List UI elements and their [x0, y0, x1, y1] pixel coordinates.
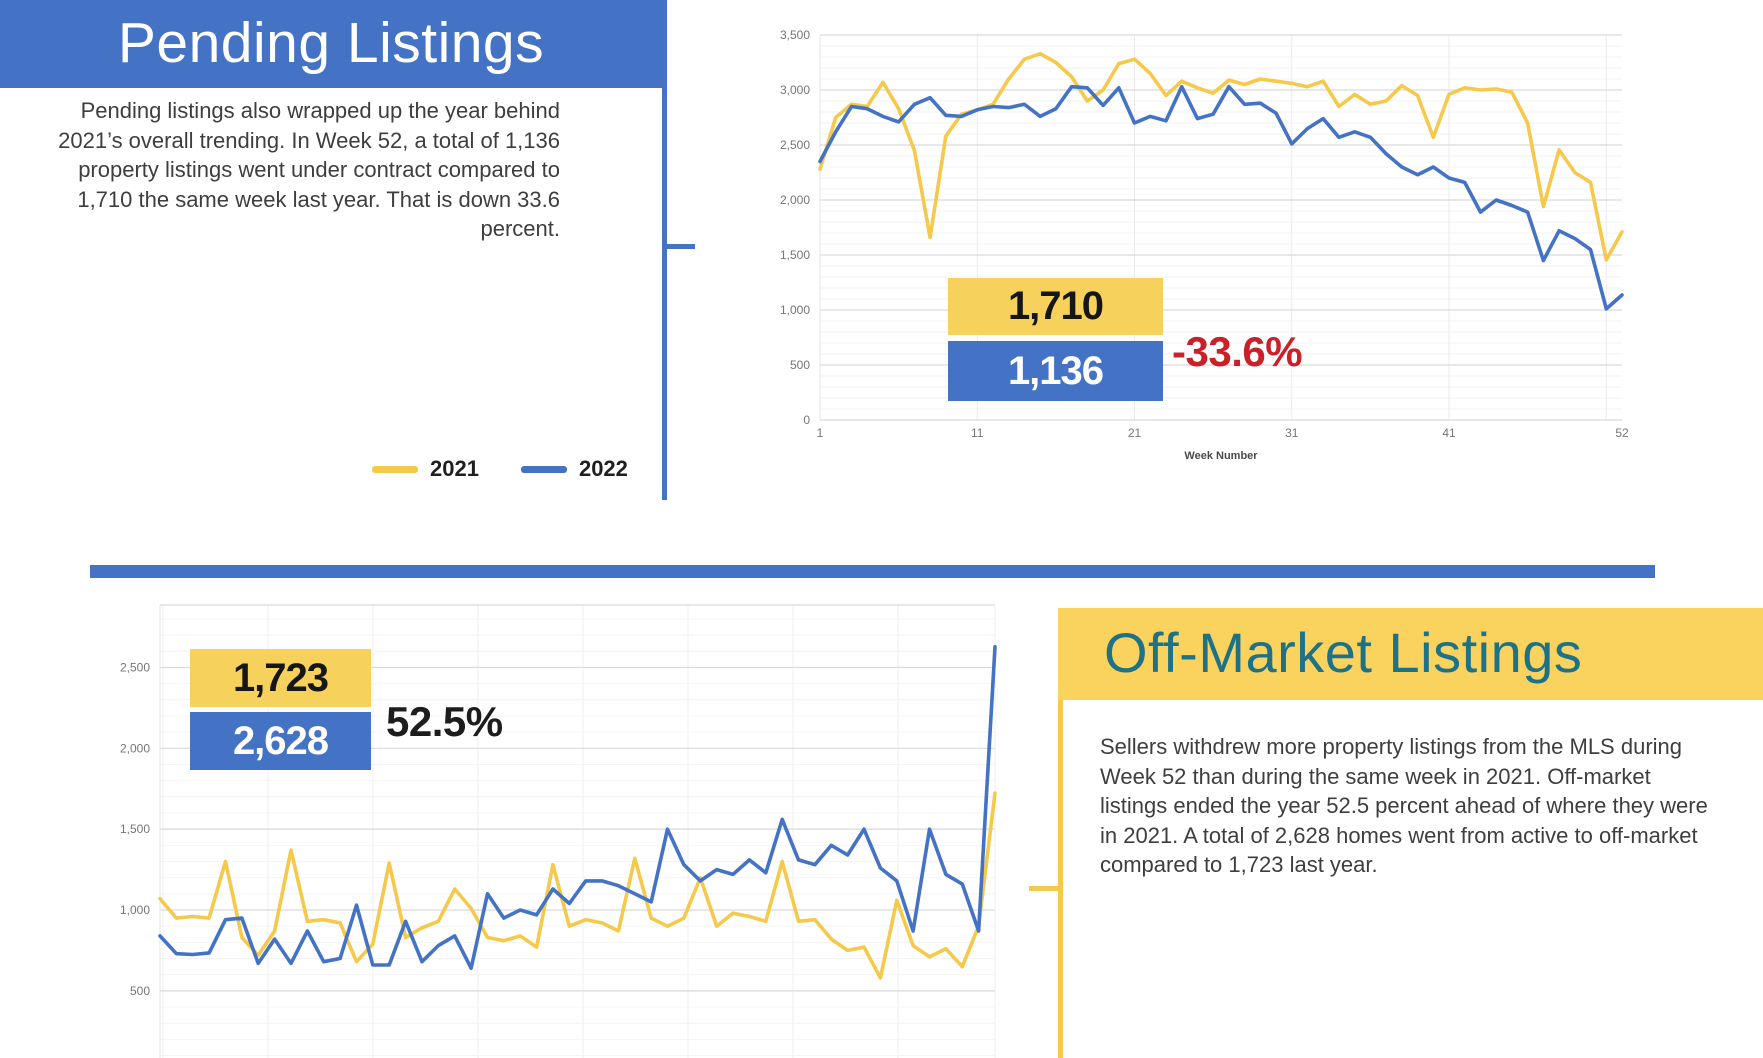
svg-text:52: 52: [1615, 426, 1629, 440]
pending-paragraph: Pending listings also wrapped up the yea…: [58, 98, 560, 241]
svg-text:500: 500: [790, 358, 810, 372]
pending-connector-vline: [662, 0, 667, 500]
offmarket-connector-tick: [1029, 886, 1058, 891]
offmarket-callout-2021-value: 1,723: [232, 655, 329, 700]
offmarket-paragraph: Sellers withdrew more property listings …: [1100, 734, 1708, 877]
svg-text:2,500: 2,500: [120, 660, 150, 674]
svg-text:1,000: 1,000: [120, 903, 150, 917]
pending-callout-2021: 1,710: [948, 278, 1163, 335]
svg-text:0: 0: [803, 413, 810, 427]
svg-text:2,000: 2,000: [780, 193, 810, 207]
pending-header-banner: Pending Listings: [0, 0, 662, 88]
svg-text:2,500: 2,500: [780, 138, 810, 152]
pending-callout-2021-value: 1,710: [1007, 284, 1104, 328]
offmarket-title: Off-Market Listings: [1104, 621, 1583, 684]
svg-text:31: 31: [1285, 426, 1299, 440]
legend-swatch-2021: [372, 465, 418, 473]
svg-text:2,000: 2,000: [120, 741, 150, 755]
pending-title: Pending Listings: [117, 11, 545, 75]
svg-text:1: 1: [817, 426, 824, 440]
svg-text:11: 11: [971, 426, 984, 440]
offmarket-connector-vline: [1058, 700, 1063, 1058]
pending-connector-tick: [667, 244, 695, 249]
svg-text:1,500: 1,500: [120, 822, 150, 836]
svg-text:1,000: 1,000: [780, 303, 810, 317]
svg-text:41: 41: [1442, 426, 1456, 440]
svg-text:3,500: 3,500: [780, 28, 810, 42]
svg-text:3,000: 3,000: [780, 83, 810, 97]
offmarket-callout-2022: 2,628: [190, 712, 371, 770]
pending-pct-change: -33.6%: [1172, 328, 1303, 375]
svg-text:Week Number: Week Number: [1184, 450, 1258, 462]
section-divider-bar: [90, 565, 1655, 578]
offmarket-pct-change: 52.5%: [386, 698, 503, 745]
legend-label-2021: 2021: [430, 456, 479, 481]
legend-label-2022: 2022: [578, 456, 628, 481]
pending-callout-2022-value: 1,136: [1007, 348, 1104, 393]
offmarket-header-banner: Off-Market Listings: [1058, 608, 1763, 700]
legend-swatch-2022: [520, 465, 567, 473]
svg-text:1,500: 1,500: [780, 248, 810, 262]
offmarket-callout-2021: 1,723: [190, 649, 371, 707]
offmarket-callout-2022-value: 2,628: [232, 718, 329, 763]
svg-text:21: 21: [1128, 426, 1142, 440]
pending-callout-2022: 1,136: [948, 341, 1163, 401]
svg-text:500: 500: [130, 984, 150, 998]
pending-legend: 2021 2022: [372, 456, 658, 482]
